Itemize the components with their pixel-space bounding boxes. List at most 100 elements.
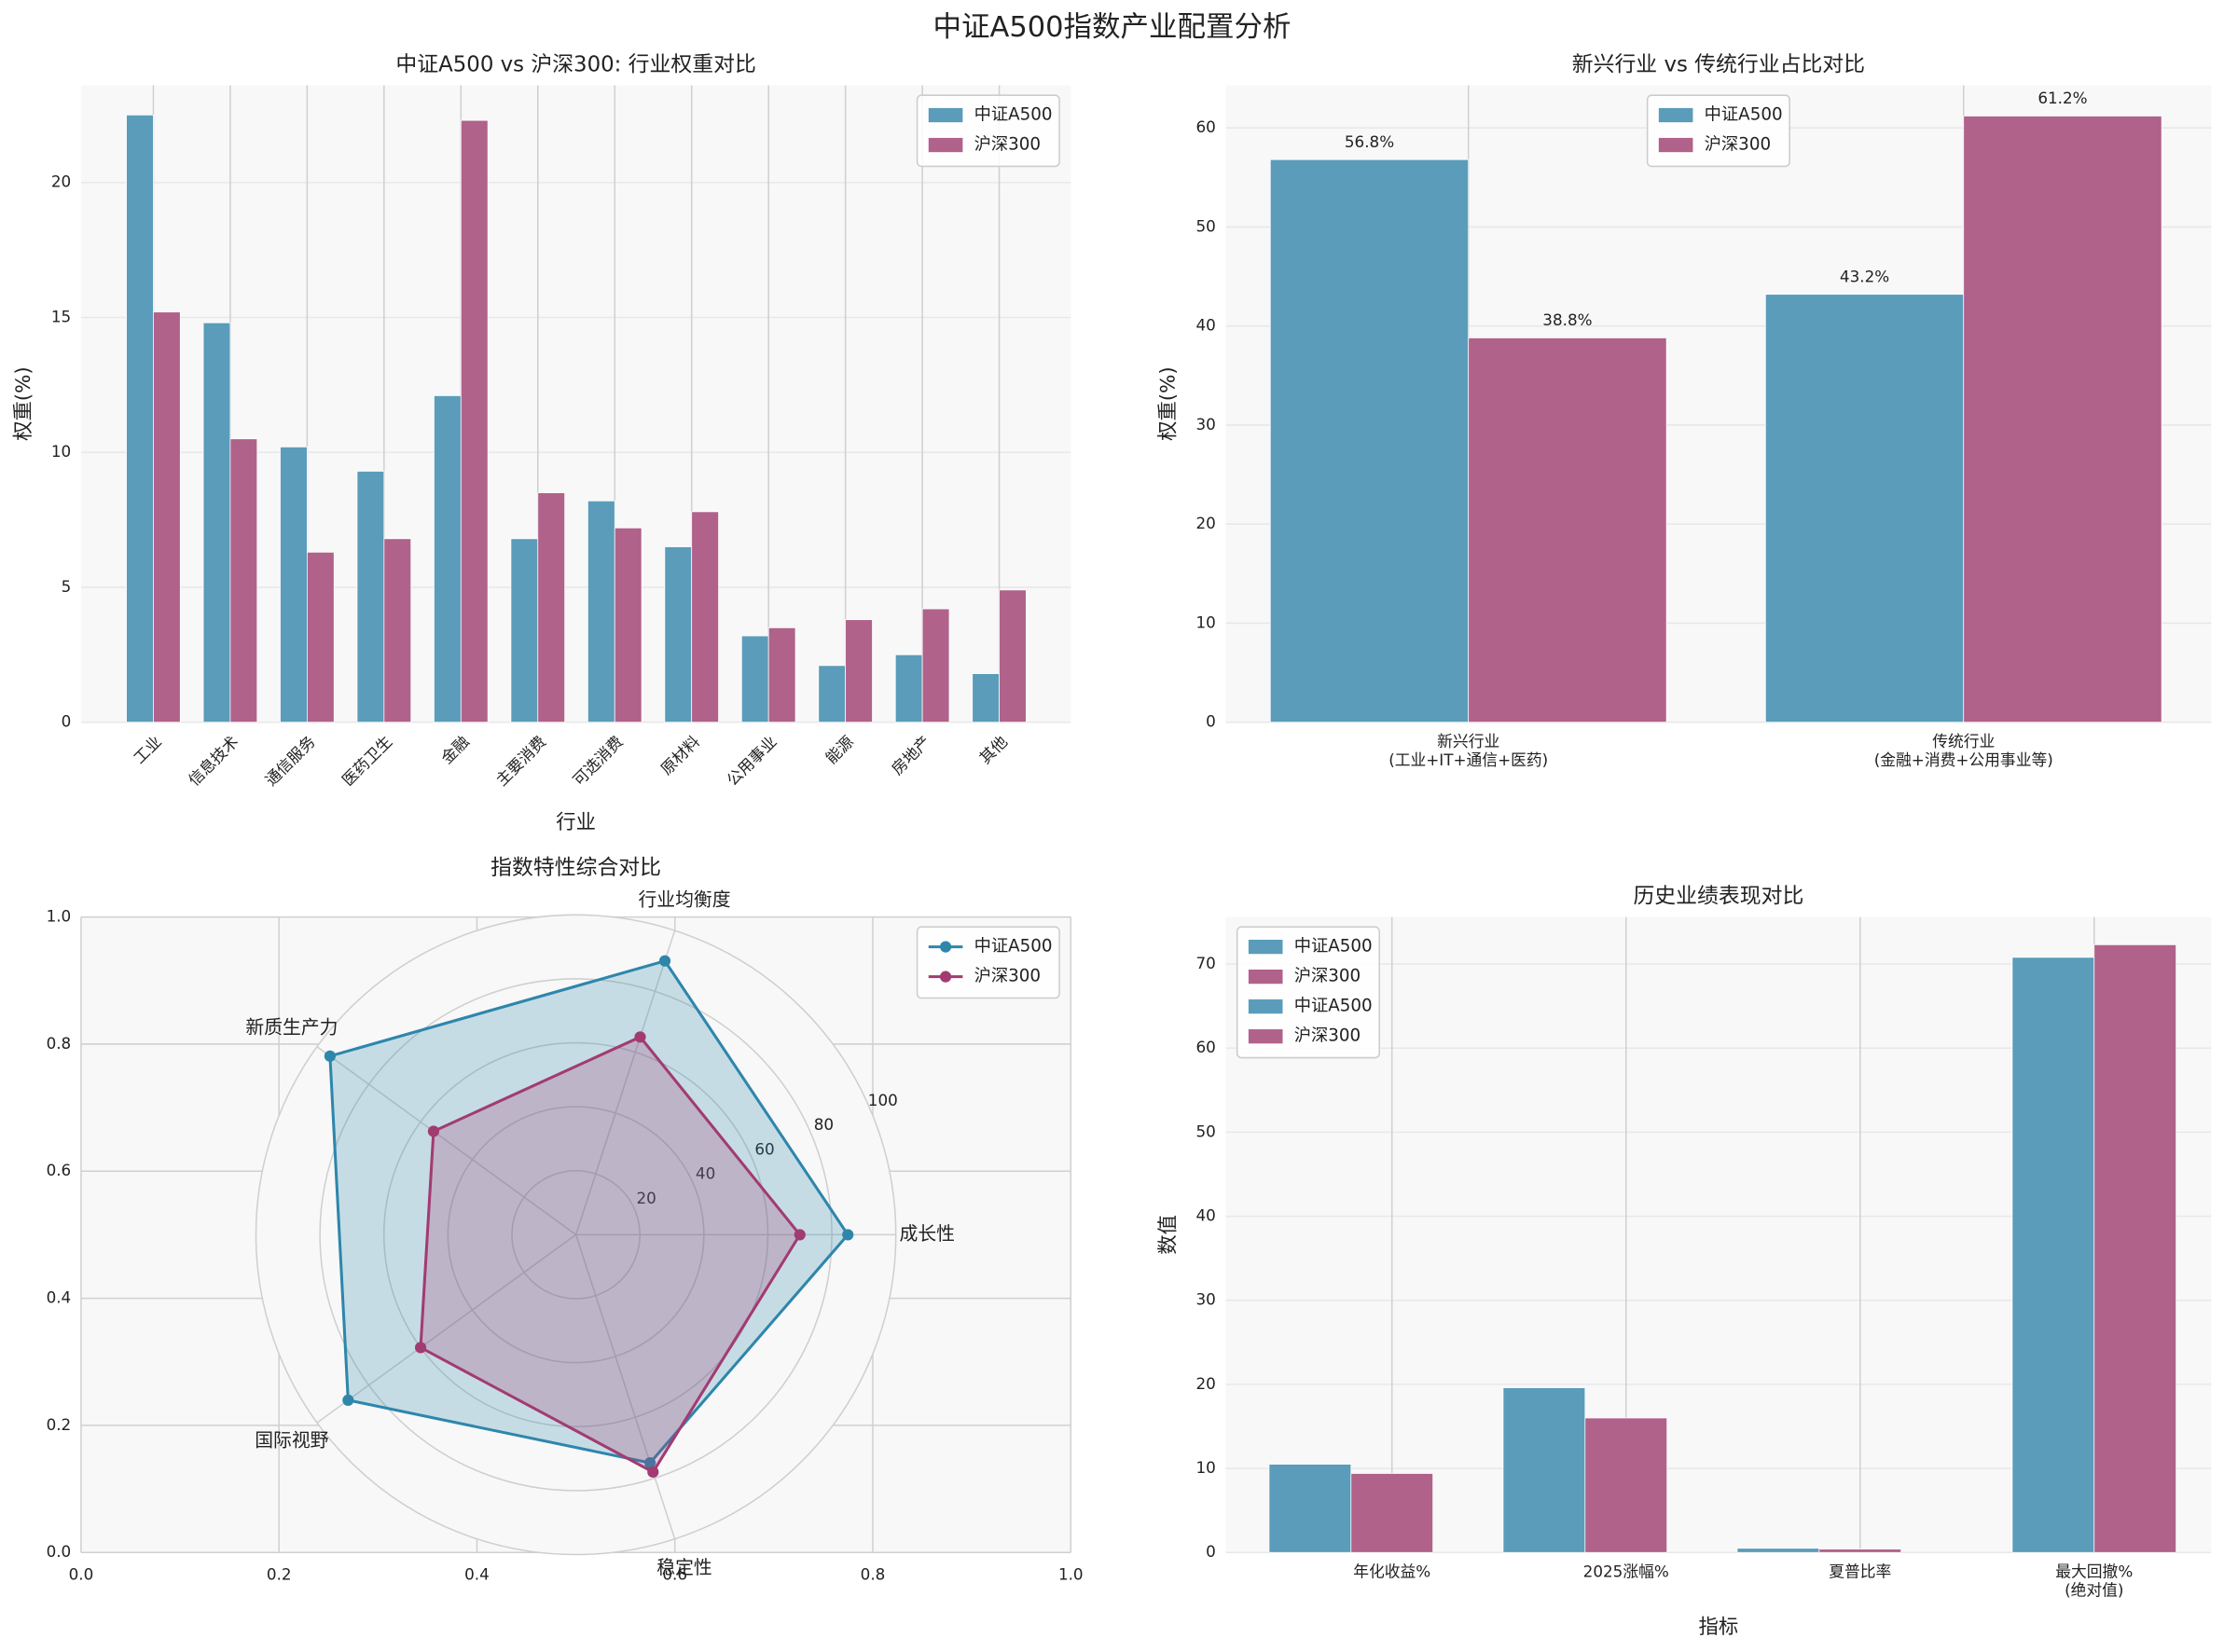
bar (1350, 1473, 1434, 1553)
y-tick-label: 60 (1195, 1038, 1215, 1056)
r-tick-label: 40 (696, 1164, 715, 1183)
legend-label: 沪深300 (974, 135, 1041, 155)
legend-swatch (928, 137, 963, 153)
radar-point (647, 1466, 659, 1479)
legend-marker (939, 941, 952, 953)
bar (510, 538, 539, 723)
x-tick-label: 最大回撤% (绝对值) (2055, 1563, 2133, 1600)
bar (280, 447, 308, 723)
value-label: 56.8% (1345, 132, 1394, 151)
x-tick-label: 工业 (130, 732, 165, 767)
bar (1764, 294, 1965, 723)
spoke (316, 1046, 577, 1236)
y-tick-label: 20 (1195, 1374, 1215, 1393)
bar (306, 551, 335, 723)
x-tick-label: 房地产 (888, 732, 934, 778)
radar-point (634, 1031, 646, 1043)
radar-point (414, 1342, 427, 1354)
bar (664, 546, 693, 723)
x-tick-label: 年化收益% (1353, 1563, 1430, 1581)
bar (1736, 1548, 1820, 1553)
bar (2093, 943, 2177, 1553)
legend-label: 中证A500 (974, 937, 1053, 957)
y-tick-label: 10 (51, 442, 71, 461)
bar (1268, 1464, 1352, 1553)
legend-label: 沪深300 (1705, 135, 1771, 155)
bar (202, 322, 231, 723)
chart-title: 历史业绩表现对比 (1633, 885, 1803, 909)
spoke (574, 929, 676, 1235)
y-tick-label: 0.2 (47, 1415, 72, 1434)
legend-label: 沪深300 (974, 967, 1041, 986)
y-tick-label: 1.0 (47, 907, 72, 926)
bar (845, 619, 873, 723)
legend-swatch (1248, 939, 1283, 955)
legend-label: 中证A500 (1294, 997, 1373, 1016)
y-tick-label: 30 (1195, 415, 1215, 434)
chart-title: 指数特性综合对比 (490, 856, 661, 880)
x-tick-label: 新兴行业(工业+IT+通信+医药) (1388, 732, 1548, 769)
category-label: 国际视野 (255, 1429, 328, 1451)
legend-swatch (1248, 999, 1283, 1014)
bar (2011, 957, 2095, 1553)
legend-swatch (928, 107, 963, 123)
radar-point (342, 1394, 354, 1406)
legend-label: 中证A500 (974, 105, 1053, 125)
legend-label: 沪深300 (1294, 967, 1361, 986)
bar (356, 471, 385, 723)
legend-swatch (1658, 137, 1693, 153)
y-tick-label: 30 (1195, 1290, 1215, 1309)
y-tick-label: 5 (62, 577, 72, 596)
bar (1963, 116, 2162, 723)
bar (972, 673, 1000, 723)
radar-point (842, 1229, 854, 1241)
x-tick-label: 0.4 (464, 1565, 490, 1584)
y-tick-label: 70 (1195, 954, 1215, 972)
r-tick-label: 80 (814, 1115, 834, 1134)
y-tick-label: 0 (1206, 1542, 1216, 1561)
legend-marker (939, 971, 952, 983)
value-label: 38.8% (1542, 310, 1592, 329)
radar-point (658, 955, 671, 967)
legend-label: 沪深300 (1294, 1026, 1361, 1046)
x-tick-label: 可选消费 (569, 732, 627, 790)
y-tick-label: 0.6 (47, 1161, 72, 1179)
x-tick-label: 1.0 (1058, 1565, 1084, 1584)
bar (460, 119, 489, 723)
r-tick-label: 60 (754, 1139, 774, 1158)
x-tick-label: 原材料 (656, 732, 703, 778)
radar-area (419, 1035, 802, 1474)
bar (740, 635, 769, 723)
y-tick-label: 0.8 (47, 1034, 72, 1053)
bar (894, 654, 923, 723)
y-tick-label: 40 (1195, 316, 1215, 335)
bar (383, 538, 412, 723)
bar (153, 311, 181, 723)
bar (229, 438, 258, 723)
radar-point (794, 1229, 806, 1241)
figure-title: 中证A500指数产业配置分析 (933, 11, 1292, 44)
y-tick-label: 40 (1195, 1206, 1215, 1225)
bar (434, 395, 462, 723)
chart-title: 新兴行业 vs 传统行业占比对比 (1572, 53, 1865, 77)
legend-label: 中证A500 (1705, 105, 1783, 125)
x-tick-label: 能源 (822, 732, 857, 767)
radar-point (324, 1050, 336, 1062)
y-tick-label: 0.0 (47, 1542, 72, 1561)
value-label: 43.2% (1840, 267, 1889, 285)
legend-swatch (1658, 107, 1693, 123)
category-label: 稳定性 (656, 1557, 711, 1578)
y-tick-label: 0 (1206, 712, 1216, 731)
y-tick-label: 10 (1195, 1458, 1215, 1477)
y-tick-label: 10 (1195, 613, 1215, 631)
y-tick-label: 0 (62, 712, 72, 731)
bar (126, 114, 154, 723)
radar-point (427, 1125, 440, 1137)
bar (691, 511, 719, 723)
legend-swatch (1248, 970, 1283, 984)
bar (1584, 1417, 1668, 1553)
x-axis-label: 行业 (556, 811, 596, 834)
spoke (316, 1233, 577, 1424)
